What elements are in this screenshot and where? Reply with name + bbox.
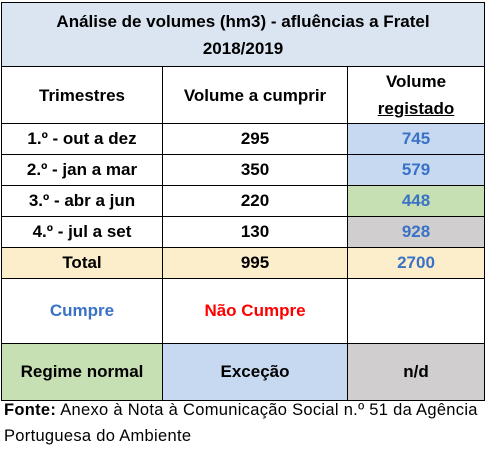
- table-title: Análise de volumes (hm3) - afluências a …: [0, 2, 485, 67]
- table-row: 1.º - out a dez 295 745: [1, 123, 485, 155]
- row-target: 130: [162, 216, 348, 248]
- row-target: 350: [162, 154, 348, 186]
- status-regime-normal: Regime normal: [1, 343, 163, 401]
- legend-nao-cumpre: Não Cumpre: [162, 278, 348, 344]
- total-recorded: 2700: [346, 247, 485, 279]
- header-volume-a-cumprir: Volume a cumprir: [162, 66, 348, 124]
- row-target: 295: [162, 123, 348, 155]
- source-text: Anexo à Nota à Comunicação Social n.º 51…: [4, 401, 478, 445]
- volumes-table: Análise de volumes (hm3) - afluências a …: [0, 2, 485, 401]
- status-nd: n/d: [346, 343, 485, 401]
- table-title-row: Análise de volumes (hm3) - afluências a …: [0, 2, 485, 67]
- row-period: 1.º - out a dez: [1, 123, 163, 155]
- header-volume-registado: Volume registado: [346, 66, 485, 124]
- row-period: 4.º - jul a set: [1, 216, 163, 248]
- row-recorded: 448: [346, 185, 485, 217]
- row-target: 220: [162, 185, 348, 217]
- status-excecao: Exceção: [162, 343, 348, 401]
- source-note: Fonte: Anexo à Nota à Comunicação Social…: [4, 397, 482, 449]
- table-row: 2.º - jan a mar 350 579: [1, 154, 485, 186]
- header-volume-registado-line1: Volume: [385, 72, 447, 91]
- table-row: 3.º - abr a jun 220 448: [1, 185, 485, 217]
- row-period: 3.º - abr a jun: [1, 185, 163, 217]
- total-row: Total 995 2700: [1, 247, 485, 279]
- source-label: Fonte:: [4, 401, 57, 419]
- row-recorded: 928: [346, 216, 485, 248]
- header-trimestres: Trimestres: [1, 66, 163, 124]
- legend-blank: [346, 278, 485, 344]
- total-label: Total: [1, 247, 163, 279]
- table-title-line2: 2018/2019: [202, 38, 284, 58]
- row-period: 2.º - jan a mar: [1, 154, 163, 186]
- table-header-row: Trimestres Volume a cumprir Volume regis…: [1, 66, 485, 124]
- header-volume-registado-line2: registado: [377, 99, 455, 118]
- row-recorded: 579: [346, 154, 485, 186]
- legend-cumpre: Cumpre: [1, 278, 163, 344]
- total-target: 995: [162, 247, 348, 279]
- legend-row: Cumpre Não Cumpre: [1, 278, 485, 344]
- row-recorded: 745: [346, 123, 485, 155]
- table-title-line1: Análise de volumes (hm3) - afluências a …: [56, 11, 430, 31]
- status-row: Regime normal Exceção n/d: [1, 343, 485, 401]
- table-row: 4.º - jul a set 130 928: [1, 216, 485, 248]
